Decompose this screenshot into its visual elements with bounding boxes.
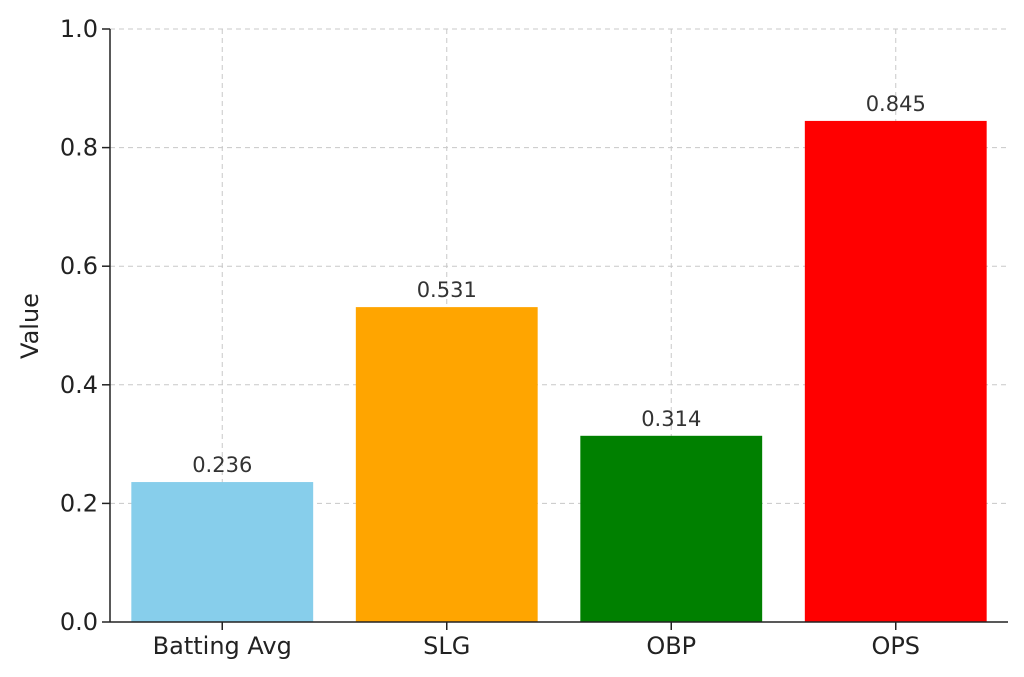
bar-value-label: 0.845	[866, 92, 926, 116]
bars	[131, 120, 987, 622]
y-tick-label: 0.2	[60, 489, 98, 517]
bar-obp	[580, 435, 763, 622]
bar-value-label: 0.236	[192, 453, 252, 477]
labels: 0.0 0.2 0.4 0.6 0.8 1.0 0.236 Batting Avg 0.531 S…	[60, 15, 926, 660]
y-tick-label: 1.0	[60, 15, 98, 43]
x-tick-label: SLG	[423, 632, 470, 660]
y-tick-label: 0.4	[60, 371, 98, 399]
bar-value-label: 0.314	[641, 407, 701, 431]
y-tick-label: 0.8	[60, 134, 98, 162]
y-axis-title: Value	[16, 293, 44, 359]
y-tick-label: 0.6	[60, 252, 98, 280]
x-tick-label: OPS	[871, 632, 920, 660]
axes	[102, 28, 1008, 630]
bar-value-label: 0.531	[417, 278, 477, 302]
y-tick-label: 0.0	[60, 608, 98, 636]
bar-batting-avg	[131, 482, 314, 622]
bar-ops	[804, 120, 987, 622]
bar-slg	[355, 307, 538, 622]
x-tick-label: OBP	[646, 632, 696, 660]
x-tick-label: Batting Avg	[153, 632, 292, 660]
